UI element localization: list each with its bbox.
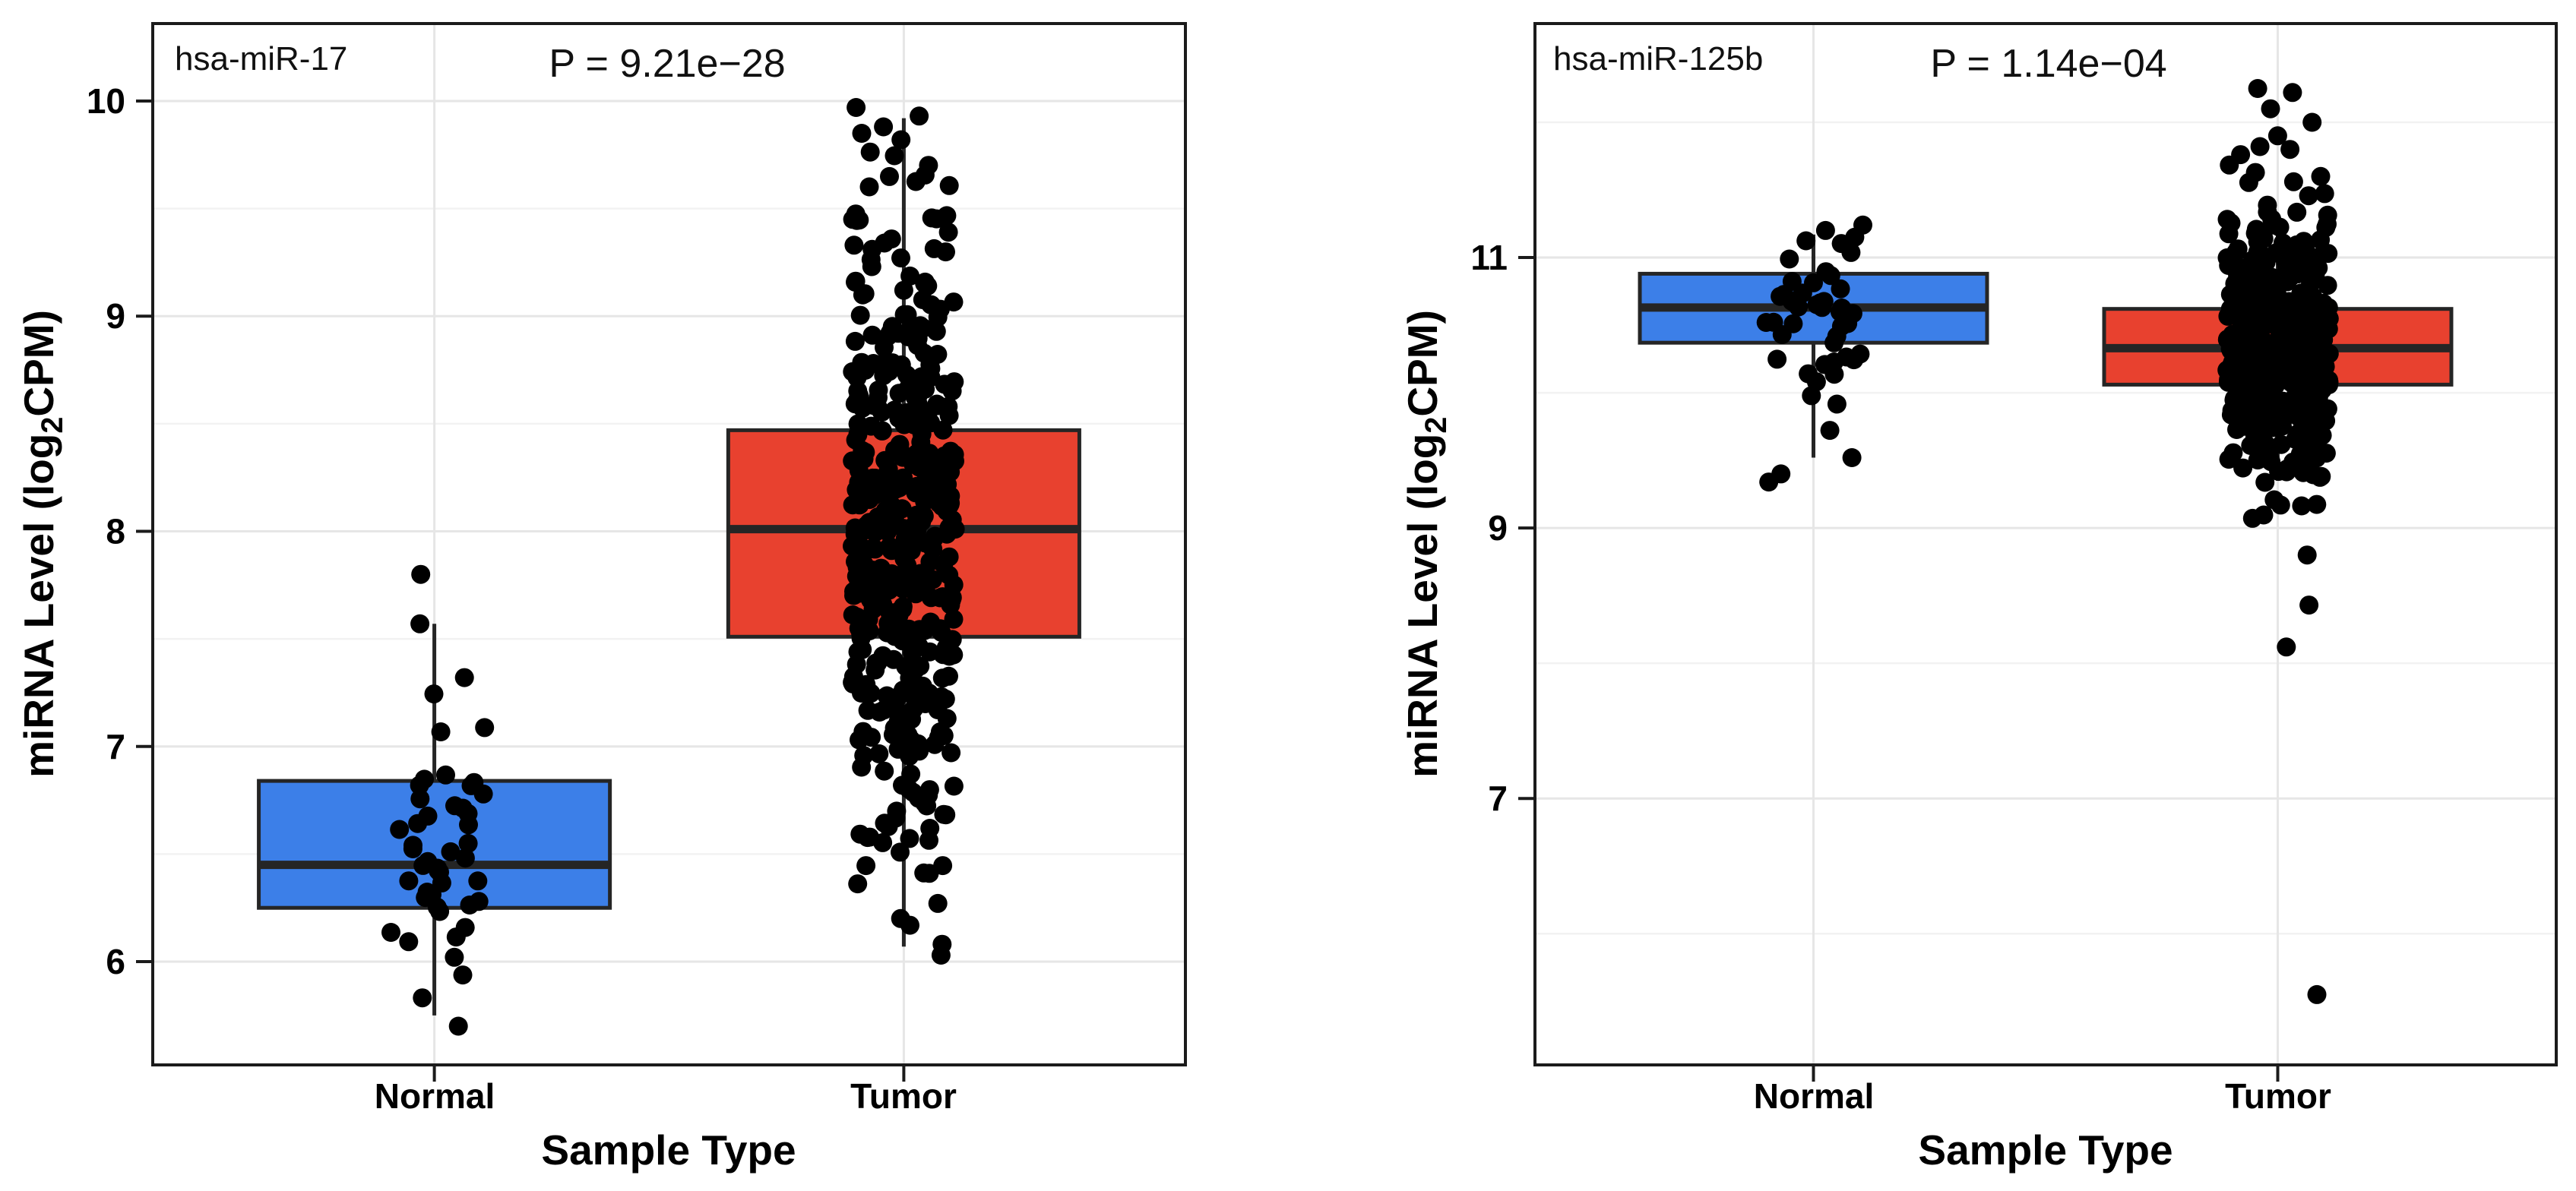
x-tick-label-normal: Normal: [374, 1076, 495, 1116]
y-tick-label: 7: [1488, 779, 1508, 818]
y-tick-label: 9: [1488, 508, 1508, 548]
y-axis-title-text: miRNA Level (log: [15, 433, 63, 778]
y-axis-title-subscript: 2: [36, 416, 70, 434]
y-tick-label: 7: [106, 727, 125, 766]
y-axis-title-subscript: 2: [1419, 416, 1454, 434]
y-tick-label: 11: [1470, 238, 1508, 277]
panel-label: hsa-miR-17: [175, 40, 348, 77]
y-axis-title-text: miRNA Level (log: [1399, 433, 1447, 778]
y-tick-label: 9: [106, 296, 125, 336]
y-tick-label: 8: [106, 512, 125, 551]
p-value-label: P = 1.14e−04: [1930, 42, 2167, 86]
plot-area-mir125b: 7 9 11: [1470, 22, 2558, 1082]
x-axis-title: Sample Type: [1918, 1126, 2173, 1174]
y-tick-label: 6: [106, 942, 125, 981]
y-axis-title-text-2: CPM): [1399, 310, 1447, 417]
p-value-label: P = 9.21e−28: [549, 42, 786, 86]
x-tick-label-tumor: Tumor: [2225, 1076, 2331, 1116]
x-tick-label-tumor: Tumor: [850, 1076, 957, 1116]
y-axis-title-text-2: CPM): [15, 310, 63, 417]
y-axis-title: miRNA Level (log2CPM): [1399, 310, 1454, 778]
plot-area-mir17: 6 7 8 9 10: [87, 22, 1187, 1082]
panel-label: hsa-miR-125b: [1553, 40, 1764, 77]
x-axis-title: Sample Type: [541, 1126, 796, 1174]
x-tick-label-normal: Normal: [1753, 1076, 1875, 1116]
y-axis-title: miRNA Level (log2CPM): [15, 310, 70, 778]
boxplot-figure-mir125b: 7 9 11 miRNA Level (log2CPM) hsa-miR-125b …: [1288, 0, 2576, 1191]
y-tick-label: 10: [87, 81, 125, 121]
boxplot-figure-mir17: 6 7 8 9 10 miRNA Level (log2CPM) hsa-miR-17 …: [15, 22, 1187, 1174]
